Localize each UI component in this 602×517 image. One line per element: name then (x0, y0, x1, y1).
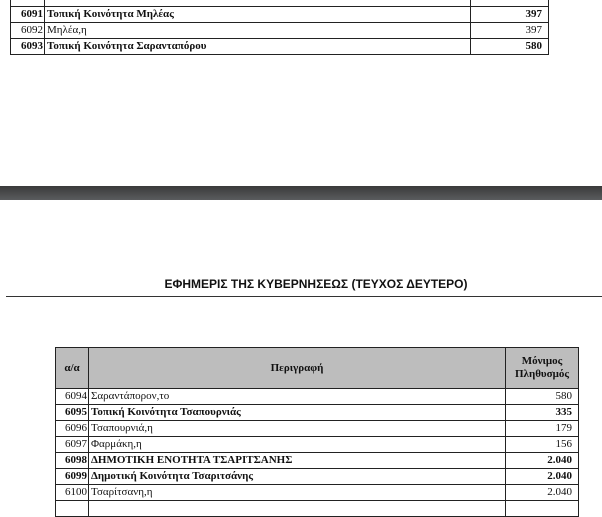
row-id: 6095 (55, 404, 89, 421)
row-name: Μηλέα,η (44, 22, 471, 39)
row-population: 335 (505, 404, 579, 421)
table-row: 6094 Σαραντάπορον,το 580 (55, 388, 579, 405)
row-name: Τσαρίτσανη,η (88, 484, 506, 501)
table-header-row: α/α Περιγραφή Μόνιμος Πληθυσμός (55, 347, 579, 389)
row-name: Δημοτική Κοινότητα Τσαριτσάνης (88, 468, 506, 485)
row-population: 156 (505, 436, 579, 453)
column-header-name: Περιγραφή (88, 347, 506, 389)
row-name: Τοπική Κοινότητα Μηλέας (44, 6, 471, 23)
row-name: Σαραντάπορον,το (88, 388, 506, 405)
column-header-population: Μόνιμος Πληθυσμός (505, 347, 579, 389)
table-row: 6097 Φαρμάκη,η 156 (55, 436, 579, 453)
row-population: 580 (470, 38, 549, 55)
row-population: 179 (505, 420, 579, 437)
table-row: 6093 Τοπική Κοινότητα Σαρανταπόρου 580 (10, 38, 549, 55)
row-name: Τσαπουρνιά,η (88, 420, 506, 437)
population-table-bottom: α/α Περιγραφή Μόνιμος Πληθυσμός 6094 Σαραν… (55, 347, 579, 517)
column-header-id: α/α (55, 347, 89, 389)
table-row: 6098 ΔΗΜΟΤΙΚΗ ΕΝΟΤΗΤΑ ΤΣΑΡΙΤΣΑΝΗΣ 2.040 (55, 452, 579, 469)
row-id: 6098 (55, 452, 89, 469)
row-population: 2.040 (505, 468, 579, 485)
page-separator (0, 186, 602, 200)
row-id: 6093 (10, 38, 45, 55)
row-population: 2.040 (505, 484, 579, 501)
row-name: ΔΗΜΟΤΙΚΗ ΕΝΟΤΗΤΑ ΤΣΑΡΙΤΣΑΝΗΣ (88, 452, 506, 469)
table-row: 6095 Τοπική Κοινότητα Τσαπουρνιάς 335 (55, 404, 579, 421)
row-population: 2.040 (505, 452, 579, 469)
row-name: Φαρμάκη,η (88, 436, 506, 453)
row-population: 580 (505, 388, 579, 405)
row-id: 6097 (55, 436, 89, 453)
table-row: 6099 Δημοτική Κοινότητα Τσαριτσάνης 2.040 (55, 468, 579, 485)
column-header-population-line1: Μόνιμος (521, 355, 563, 367)
header-rule (6, 296, 602, 297)
table-row: 6100 Τσαρίτσανη,η 2.040 (55, 484, 579, 501)
row-population: 397 (470, 6, 549, 23)
row-id: 6091 (10, 6, 45, 23)
row-id: 6100 (55, 484, 89, 501)
row-name: Τοπική Κοινότητα Τσαπουρνιάς (88, 404, 506, 421)
row-id: 6092 (10, 22, 45, 39)
row-id: 6094 (55, 388, 89, 405)
table-row: 6096 Τσαπουρνιά,η 179 (55, 420, 579, 437)
column-header-population-line2: Πληθυσμός (514, 368, 570, 380)
running-header: ΕΦΗΜΕΡΙΣ ΤΗΣ ΚΥΒΕΡΝΗΣΕΩΣ (ΤΕΥΧΟΣ ΔΕΥΤΕΡΟ… (164, 277, 468, 291)
table-row: 6091 Τοπική Κοινότητα Μηλέας 397 (10, 6, 549, 23)
row-id: 6096 (55, 420, 89, 437)
row-id: 6099 (55, 468, 89, 485)
population-table-top: 6091 Τοπική Κοινότητα Μηλέας 397 6092 Μηλέα,… (10, 0, 549, 55)
row-name: Τοπική Κοινότητα Σαρανταπόρου (44, 38, 471, 55)
row-population: 397 (470, 22, 549, 39)
table-row: 6092 Μηλέα,η 397 (10, 22, 549, 39)
